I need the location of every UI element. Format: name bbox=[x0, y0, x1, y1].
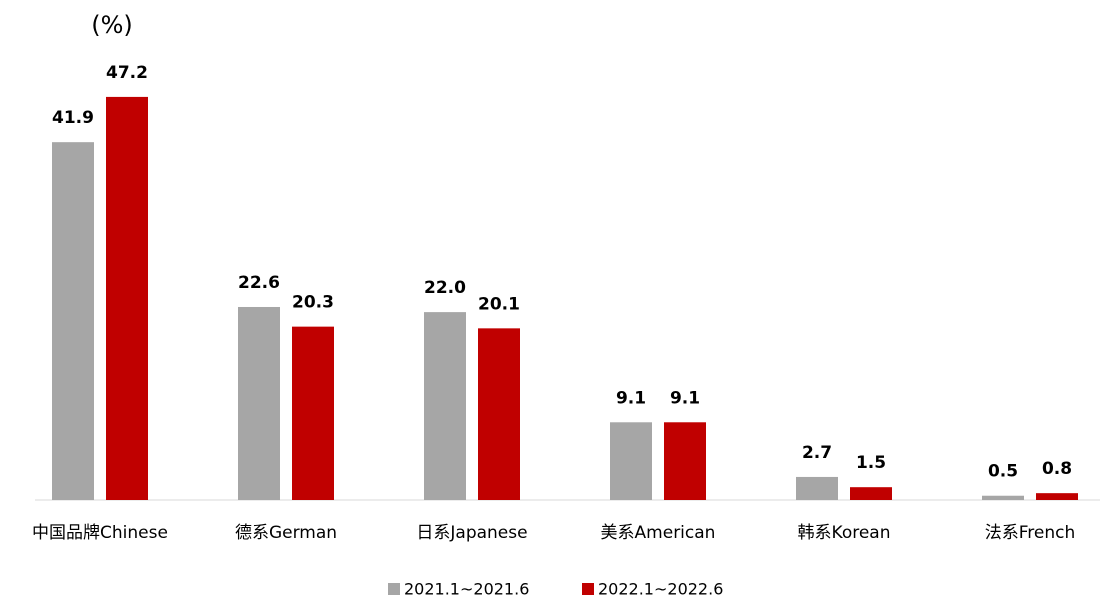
value-label: 0.5 bbox=[988, 462, 1018, 482]
value-label: 9.1 bbox=[670, 388, 700, 408]
bar bbox=[52, 142, 94, 500]
bar bbox=[238, 306, 280, 500]
x-tick-label: 中国品牌Chinese bbox=[32, 523, 168, 543]
value-label: 2.7 bbox=[802, 443, 832, 463]
legend-label: 2022.1~2022.6 bbox=[598, 580, 723, 599]
value-label: 0.8 bbox=[1042, 459, 1072, 479]
legend-label: 2021.1~2021.6 bbox=[404, 580, 529, 599]
legend-swatch bbox=[388, 583, 400, 595]
bar bbox=[982, 495, 1024, 500]
bar bbox=[424, 312, 466, 500]
legend-swatch bbox=[582, 583, 594, 595]
value-label: 9.1 bbox=[616, 388, 646, 408]
x-tick-label: 韩系Korean bbox=[798, 523, 891, 543]
x-tick-label: 法系French bbox=[985, 523, 1076, 543]
bar bbox=[664, 422, 706, 500]
unit-label: (%) bbox=[91, 11, 133, 39]
bar bbox=[106, 96, 148, 501]
x-tick-label: 德系German bbox=[235, 523, 337, 543]
value-label: 20.1 bbox=[478, 294, 520, 314]
value-label: 22.0 bbox=[424, 278, 466, 298]
bar bbox=[1036, 493, 1078, 500]
bar bbox=[850, 487, 892, 500]
bar bbox=[796, 476, 838, 500]
x-tick-label: 美系American bbox=[601, 523, 716, 543]
x-tick-label: 日系Japanese bbox=[416, 523, 527, 543]
bar bbox=[478, 328, 520, 500]
value-label: 1.5 bbox=[856, 453, 886, 473]
value-label: 41.9 bbox=[52, 108, 94, 128]
bar bbox=[610, 422, 652, 500]
value-label: 47.2 bbox=[106, 63, 148, 83]
bar bbox=[292, 326, 334, 500]
value-label: 20.3 bbox=[292, 293, 334, 313]
value-label: 22.6 bbox=[238, 273, 280, 293]
